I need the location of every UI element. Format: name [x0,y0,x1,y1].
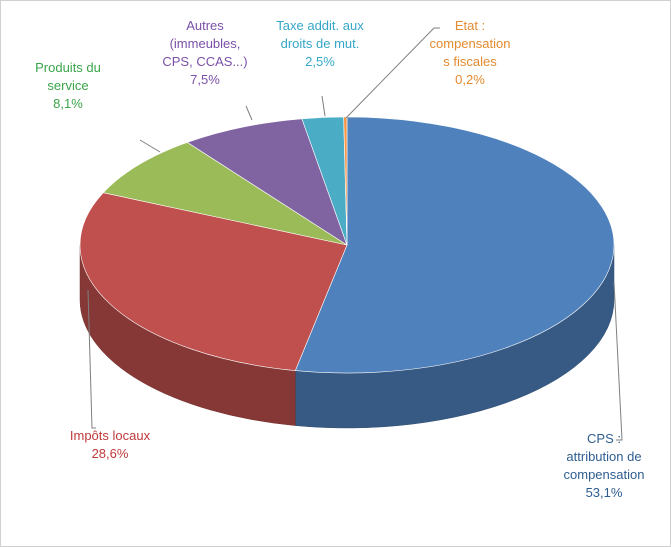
category-label: Taxe addit. aux droits de mut. [276,18,364,51]
category-label: CPS : attribution de compensation [564,431,645,482]
slice [79,192,348,371]
category-label-line: Etat : [455,18,485,33]
leader-line [321,95,326,117]
value-label: 2,5% [305,54,335,69]
leader-line [345,27,440,119]
category-label: Impôts locaux [70,428,151,443]
category-label: Autres (immeubles, CPS, CCAS...) [162,18,247,69]
category-label-line: compensation [430,36,511,51]
category-label-line: Impôts locaux [70,428,151,443]
leader-line [87,289,96,429]
category-label-line: attribution de [566,449,641,464]
category-label-line: Taxe addit. aux [276,18,364,33]
category-label-line: CPS : [587,431,621,446]
leader-line [613,281,623,441]
category-label-line: (immeubles, [170,36,241,51]
value-label: 53,1% [586,485,623,500]
value-label: 28,6% [92,446,129,461]
category-label-line: Autres [186,18,224,33]
leader-line [245,105,253,121]
value-label: 7,5% [190,72,220,87]
category-label-line: CPS, CCAS...) [162,54,247,69]
category-label-line: s fiscales [443,54,497,69]
category-label-line: Produits du [35,60,101,75]
value-label: 8,1% [53,96,83,111]
category-label: Produits du service [35,60,101,93]
leader-line [139,139,161,153]
slice [186,118,348,246]
slice [102,142,348,246]
category-label-line: compensation [564,467,645,482]
category-label-line: service [47,78,88,93]
category-label-line: droits de mut. [281,36,360,51]
value-label: 0,2% [455,72,485,87]
slice [294,116,615,374]
category-label: Etat : compensation s fiscales [430,18,511,69]
